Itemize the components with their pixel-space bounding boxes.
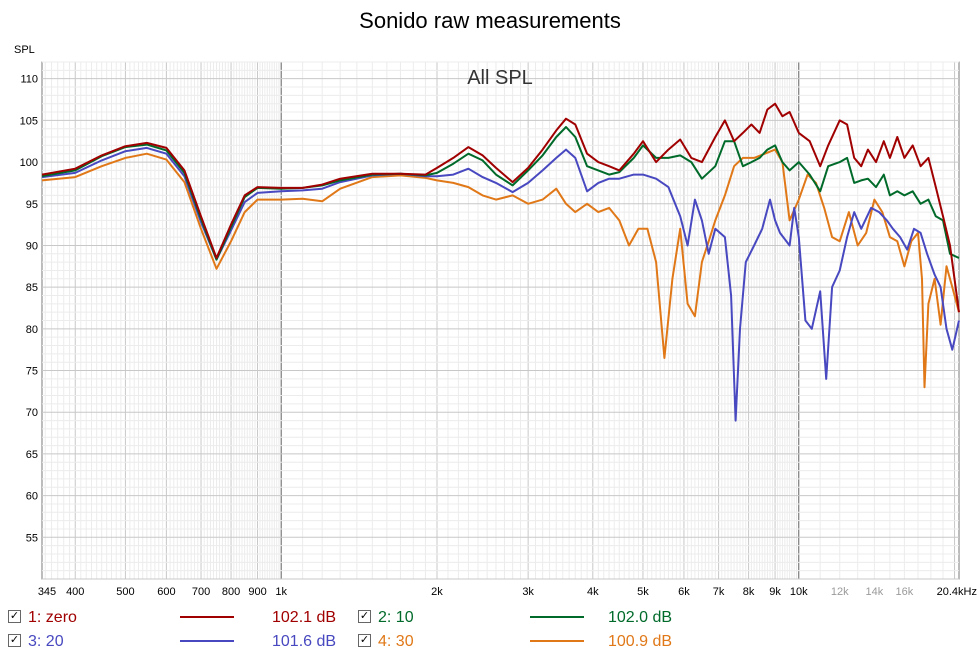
y-tick-label: 95 [26,199,38,211]
x-tick-label: 900 [248,586,266,598]
y-tick-label: 85 [26,282,38,294]
series-layer [41,102,960,422]
series-line-1 [41,102,960,313]
legend-series-value: 102.0 dB [608,609,673,626]
legend-line-swatch [180,640,234,642]
legend-series-name: 2: 10 [378,609,414,626]
x-tick-label: 500 [116,586,134,598]
chart-title: Sonido raw measurements [359,8,621,33]
legend-checkbox[interactable]: ✓ [358,610,371,623]
x-tick-label: 10k [790,586,808,598]
x-tick-label: 8k [743,586,755,598]
x-tick-label: 5k [637,586,649,598]
legend-line-swatch [530,640,584,642]
x-tick-label: 20.4kHz [937,586,977,598]
y-tick-label: 70 [26,407,38,419]
y-axis-label: SPL [14,44,35,56]
y-tick-label: 105 [20,115,38,127]
y-tick-label: 90 [26,240,38,252]
x-tick-label: 400 [66,586,84,598]
x-tick-label: 1k [275,586,287,598]
y-tick-label: 60 [26,491,38,503]
legend-checkbox[interactable]: ✓ [8,634,21,647]
x-tick-label: 345 [38,586,56,598]
x-tick-label: 6k [678,586,690,598]
legend-series-name: 1: zero [28,609,77,626]
x-tick-label: 3k [522,586,534,598]
legend-series-value: 102.1 dB [272,609,337,626]
x-tick-label: 16k [896,586,914,598]
x-tick-label: 9k [769,586,781,598]
legend-line-swatch [530,616,584,618]
legend-series-name: 3: 20 [28,633,64,650]
y-tick-label: 55 [26,532,38,544]
y-tick-label: 80 [26,324,38,336]
y-tick-label: 110 [20,74,38,86]
plot-subtitle: All SPL [467,67,533,89]
legend-series-name: 4: 30 [378,633,414,650]
y-tick-label: 75 [26,366,38,378]
spl-plot[interactable]: 55 60 65 70 75 80 85 90 95 100 105 110 345 400 500 600 7… [0,0,980,600]
x-tick-label: 4k [587,586,599,598]
legend-line-swatch [180,616,234,618]
x-tick-label: 12k [831,586,849,598]
x-tick-label: 600 [157,586,175,598]
legend-series-value: 101.6 dB [272,633,337,650]
x-tick-label: 14k [866,586,884,598]
legend-series-value: 100.9 dB [608,633,673,650]
x-tick-label: 2k [431,586,443,598]
legend-checkbox[interactable]: ✓ [8,610,21,623]
x-tick-label: 700 [192,586,210,598]
x-tick-label: 800 [222,586,240,598]
y-tick-label: 65 [26,449,38,461]
y-tick-label: 100 [20,157,38,169]
x-tick-label: 7k [713,586,725,598]
legend-checkbox[interactable]: ✓ [358,634,371,647]
series-line-3 [41,146,960,422]
axis-labels: 55 60 65 70 75 80 85 90 95 100 105 110 345 400 500 600 7… [20,74,977,598]
